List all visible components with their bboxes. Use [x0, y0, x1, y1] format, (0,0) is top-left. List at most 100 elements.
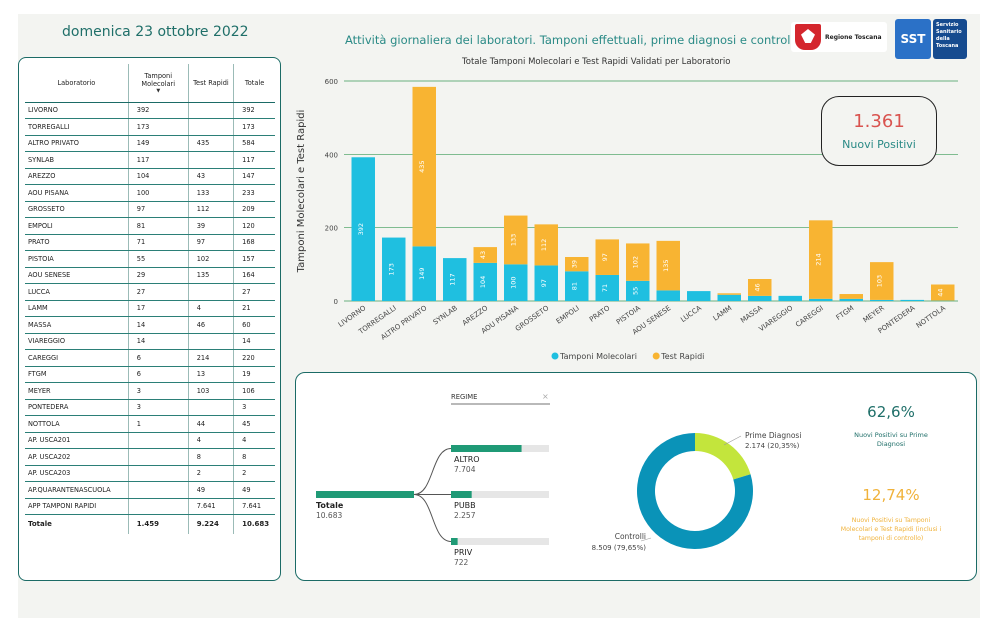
tree-connector: [413, 494, 452, 542]
value-cell: 8: [188, 448, 235, 466]
lab-name-cell: AP. USCA201: [25, 432, 129, 449]
bar-test-rapidi: [534, 224, 558, 266]
value-cell: 103: [188, 382, 235, 400]
value-cell: 214: [188, 349, 235, 367]
value-cell: 392: [128, 102, 189, 119]
value-cell: [188, 283, 235, 301]
sort-descending-icon[interactable]: ▼: [156, 87, 161, 94]
table-row[interactable]: GROSSETO 97 112 209: [25, 201, 275, 218]
table-row[interactable]: MASSA 14 46 60: [25, 316, 275, 334]
child-bar-track: [451, 538, 549, 545]
column-header-tamponi-molecolari[interactable]: Tamponi Molecolari ▼: [128, 64, 189, 103]
table-body: LIVORNO 392 392 TORREGALLI 173 173 ALTRO PRIVA…: [25, 102, 275, 534]
bar-data-label: 55: [632, 287, 640, 295]
x-tick-label: GROSSETO: [514, 304, 551, 333]
value-cell: 55: [128, 250, 189, 268]
table-row[interactable]: AOU SENESE 29 135 164: [25, 267, 275, 284]
table-row[interactable]: SYNLAB 117 117: [25, 151, 275, 169]
sst-logo: SST Servizio Sanitario della Toscana: [895, 19, 967, 59]
donut-leader-line: [640, 537, 652, 542]
bar-data-label: 149: [418, 267, 426, 279]
y-tick-label: 400: [325, 151, 338, 159]
table-row[interactable]: PRATO 71 97 168: [25, 234, 275, 251]
table-row[interactable]: AOU PISANA 100 133 233: [25, 184, 275, 202]
legend-marker: [551, 352, 559, 360]
value-cell: 19: [233, 366, 275, 383]
table-row[interactable]: LAMM 17 4 21: [25, 300, 275, 317]
legend-label: Tamponi Molecolari: [559, 352, 637, 361]
child-value: 7.704: [454, 465, 476, 474]
x-tick-label: PRATO: [588, 304, 612, 324]
bar-tamponi-molecolari: [626, 280, 650, 301]
table-row[interactable]: AP.QUARANTENASCUOLA 49 49: [25, 481, 275, 499]
lab-name-cell: AP.QUARANTENASCUOLA: [25, 481, 129, 499]
table-row[interactable]: ALTRO PRIVATO 149 435 584: [25, 135, 275, 152]
bar-data-label: 112: [540, 239, 548, 251]
tamponi-rate-value: 12,74%: [862, 486, 920, 504]
value-cell: 3: [233, 399, 275, 416]
value-cell: [188, 118, 235, 136]
x-tick-label: LUCCA: [679, 304, 703, 324]
value-cell: 112: [188, 201, 235, 218]
table-row[interactable]: AP. USCA202 8 8: [25, 448, 275, 466]
bar-data-label: 103: [876, 275, 884, 287]
table-row[interactable]: FTGM 6 13 19: [25, 366, 275, 383]
regione-shield-icon: [795, 24, 821, 50]
bar-tamponi-molecolari: [595, 274, 619, 301]
table-row[interactable]: AP. USCA203 2 2: [25, 465, 275, 482]
value-cell: 117: [233, 151, 275, 169]
bar-tamponi-molecolari: [778, 295, 802, 301]
bar-test-rapidi: [473, 247, 497, 263]
bottom-panel: REGIME × Totale 10.683 ALTRO 7.704 PUBB 2.257 PR…: [295, 372, 977, 581]
column-header-totale[interactable]: Totale: [233, 64, 275, 103]
child-label: PRIV: [454, 548, 473, 557]
value-cell: 4: [188, 432, 235, 449]
total-value-cell: 10.683: [242, 520, 270, 529]
child-value: 2.257: [454, 511, 476, 520]
value-cell: 392: [233, 102, 275, 119]
bar-test-rapidi: [656, 240, 680, 291]
bar-tamponi-molecolari: [900, 299, 924, 301]
chart-title: Totale Tamponi Molecolari e Test Rapidi …: [462, 57, 731, 67]
table-row[interactable]: PISTOIA 55 102 157: [25, 250, 275, 268]
lab-name-cell: AP. USCA202: [25, 448, 129, 466]
bar-tamponi-molecolari: [656, 290, 680, 301]
bar-data-label: 214: [815, 253, 823, 265]
bar-data-label: 102: [632, 256, 640, 268]
table-row[interactable]: LIVORNO 392 392: [25, 102, 275, 119]
table-row[interactable]: EMPOLI 81 39 120: [25, 217, 275, 235]
value-cell: 104: [128, 168, 189, 185]
total-value-cell: 9.224: [188, 514, 235, 534]
table-row[interactable]: AREZZO 104 43 147: [25, 168, 275, 185]
table-row[interactable]: CAREGGI 6 214 220: [25, 349, 275, 367]
table-row[interactable]: MEYER 3 103 106: [25, 382, 275, 400]
value-cell: 120: [233, 217, 275, 235]
bar-data-label: 71: [601, 284, 609, 292]
bar-data-label: 133: [510, 234, 518, 246]
y-axis-label: Tamponi Molecolari e Test Rapidi: [296, 110, 307, 274]
table-row[interactable]: PONTEDERA 3 3: [25, 399, 275, 416]
table-row[interactable]: APP TAMPONI RAPIDI 7.641 7.641: [25, 498, 275, 515]
value-cell: 81: [128, 217, 189, 235]
value-cell: 49: [188, 481, 235, 499]
bar-tamponi-molecolari: [473, 262, 497, 301]
value-cell: 71: [128, 234, 189, 251]
value-cell: 39: [188, 217, 235, 235]
table-row[interactable]: TORREGALLI 173 173: [25, 118, 275, 136]
table-row[interactable]: LUCCA 27 27: [25, 283, 275, 301]
bar-test-rapidi: [565, 257, 589, 272]
close-icon[interactable]: ×: [542, 392, 549, 401]
table-row[interactable]: AP. USCA201 4 4: [25, 432, 275, 449]
tree-connector: [413, 448, 452, 495]
x-tick-label: NOTTOLA: [915, 304, 947, 330]
bar-test-rapidi: [870, 262, 894, 300]
table-row[interactable]: NOTTOLA 1 44 45: [25, 415, 275, 433]
lab-name-cell: NOTTOLA: [25, 415, 129, 433]
column-header-test-rapidi[interactable]: Test Rapidi: [188, 64, 235, 103]
table-row[interactable]: VIAREGGIO 14 14: [25, 333, 275, 350]
value-cell: 100: [128, 184, 189, 202]
x-tick-label: EMPOLI: [555, 304, 581, 326]
bar-test-rapidi: [595, 239, 619, 275]
column-header-laboratorio[interactable]: Laboratorio: [25, 64, 129, 103]
